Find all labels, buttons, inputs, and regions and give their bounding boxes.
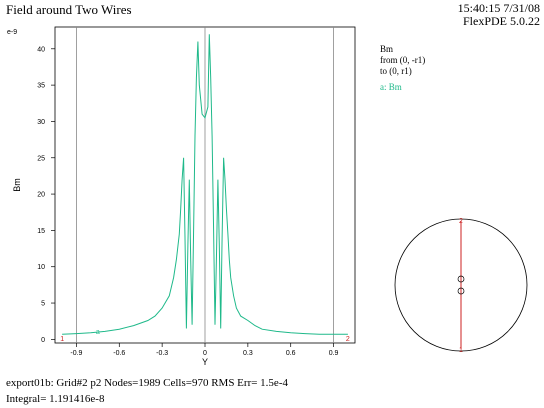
y-tick-label-5: 25: [37, 155, 45, 162]
y-tick-label-0: 0: [41, 337, 45, 344]
x-tick-label-0: -0.9: [70, 350, 82, 357]
y-ticks: 0 5 10 15 20 25 30 35 40: [37, 46, 55, 344]
legend: Bm from (0, -r1) to (0, r1): [380, 44, 425, 77]
y-tick-label-4: 20: [37, 192, 45, 199]
inset-endpoint-2: 1: [459, 347, 463, 354]
endpoint-label-0: 1: [60, 336, 64, 343]
vertical-gridlines: [76, 27, 334, 343]
timestamp-block: 15:40:15 7/31/08 FlexPDE 5.0.22: [458, 2, 540, 28]
footer-integral: Integral= 1.191416e-8: [6, 393, 105, 405]
x-tick-label-2: -0.3: [156, 350, 168, 357]
domain-inset: 21: [394, 218, 528, 354]
y-tick-label-6: 30: [37, 119, 45, 126]
x-axis-label: Y: [202, 357, 208, 367]
legend-series-label: a: Bm: [380, 82, 402, 92]
x-tick-label-5: 0.6: [286, 350, 296, 357]
endpoint-label-1: 2: [346, 336, 350, 343]
wire-1-circle: [457, 275, 465, 283]
y-tick-label-8: 40: [37, 46, 45, 53]
wire-2-circle: [457, 287, 465, 295]
x-ticks: -0.9 -0.6 -0.3 0 0.3 0.6 0.9: [70, 343, 339, 357]
axis-labels: 1 2 Y Bm e-9: [7, 29, 350, 367]
legend-line-1: Bm: [380, 44, 394, 54]
series-line-0: [62, 34, 348, 335]
software-version: FlexPDE 5.0.22: [462, 14, 540, 28]
y-tick-label-7: 35: [37, 83, 45, 90]
footer-stats: export01b: Grid#2 p2 Nodes=1989 Cells=97…: [6, 377, 288, 389]
x-tick-label-6: 0.9: [329, 350, 339, 357]
x-tick-label-1: -0.6: [113, 350, 125, 357]
y-tick-label-1: 5: [41, 301, 45, 308]
y-tick-label-2: 10: [37, 264, 45, 271]
x-tick-label-4: 0.3: [243, 350, 253, 357]
y-tick-label-3: 15: [37, 228, 45, 235]
inset-endpoint-1: 2: [459, 218, 463, 225]
timestamp: 15:40:15 7/31/08: [457, 1, 540, 15]
legend-line-3: to (0, r1): [380, 66, 412, 76]
series-lines: a: [62, 34, 348, 336]
domain-outer-circle: [394, 218, 528, 352]
plot-title: Field around Two Wires: [6, 2, 132, 17]
legend-line-2: from (0, -r1): [380, 55, 426, 65]
x-tick-label-3: 0: [203, 350, 207, 357]
series-marker: a: [96, 329, 100, 336]
y-multiplier-label: e-9: [7, 29, 17, 36]
y-axis-label: Bm: [12, 178, 22, 192]
